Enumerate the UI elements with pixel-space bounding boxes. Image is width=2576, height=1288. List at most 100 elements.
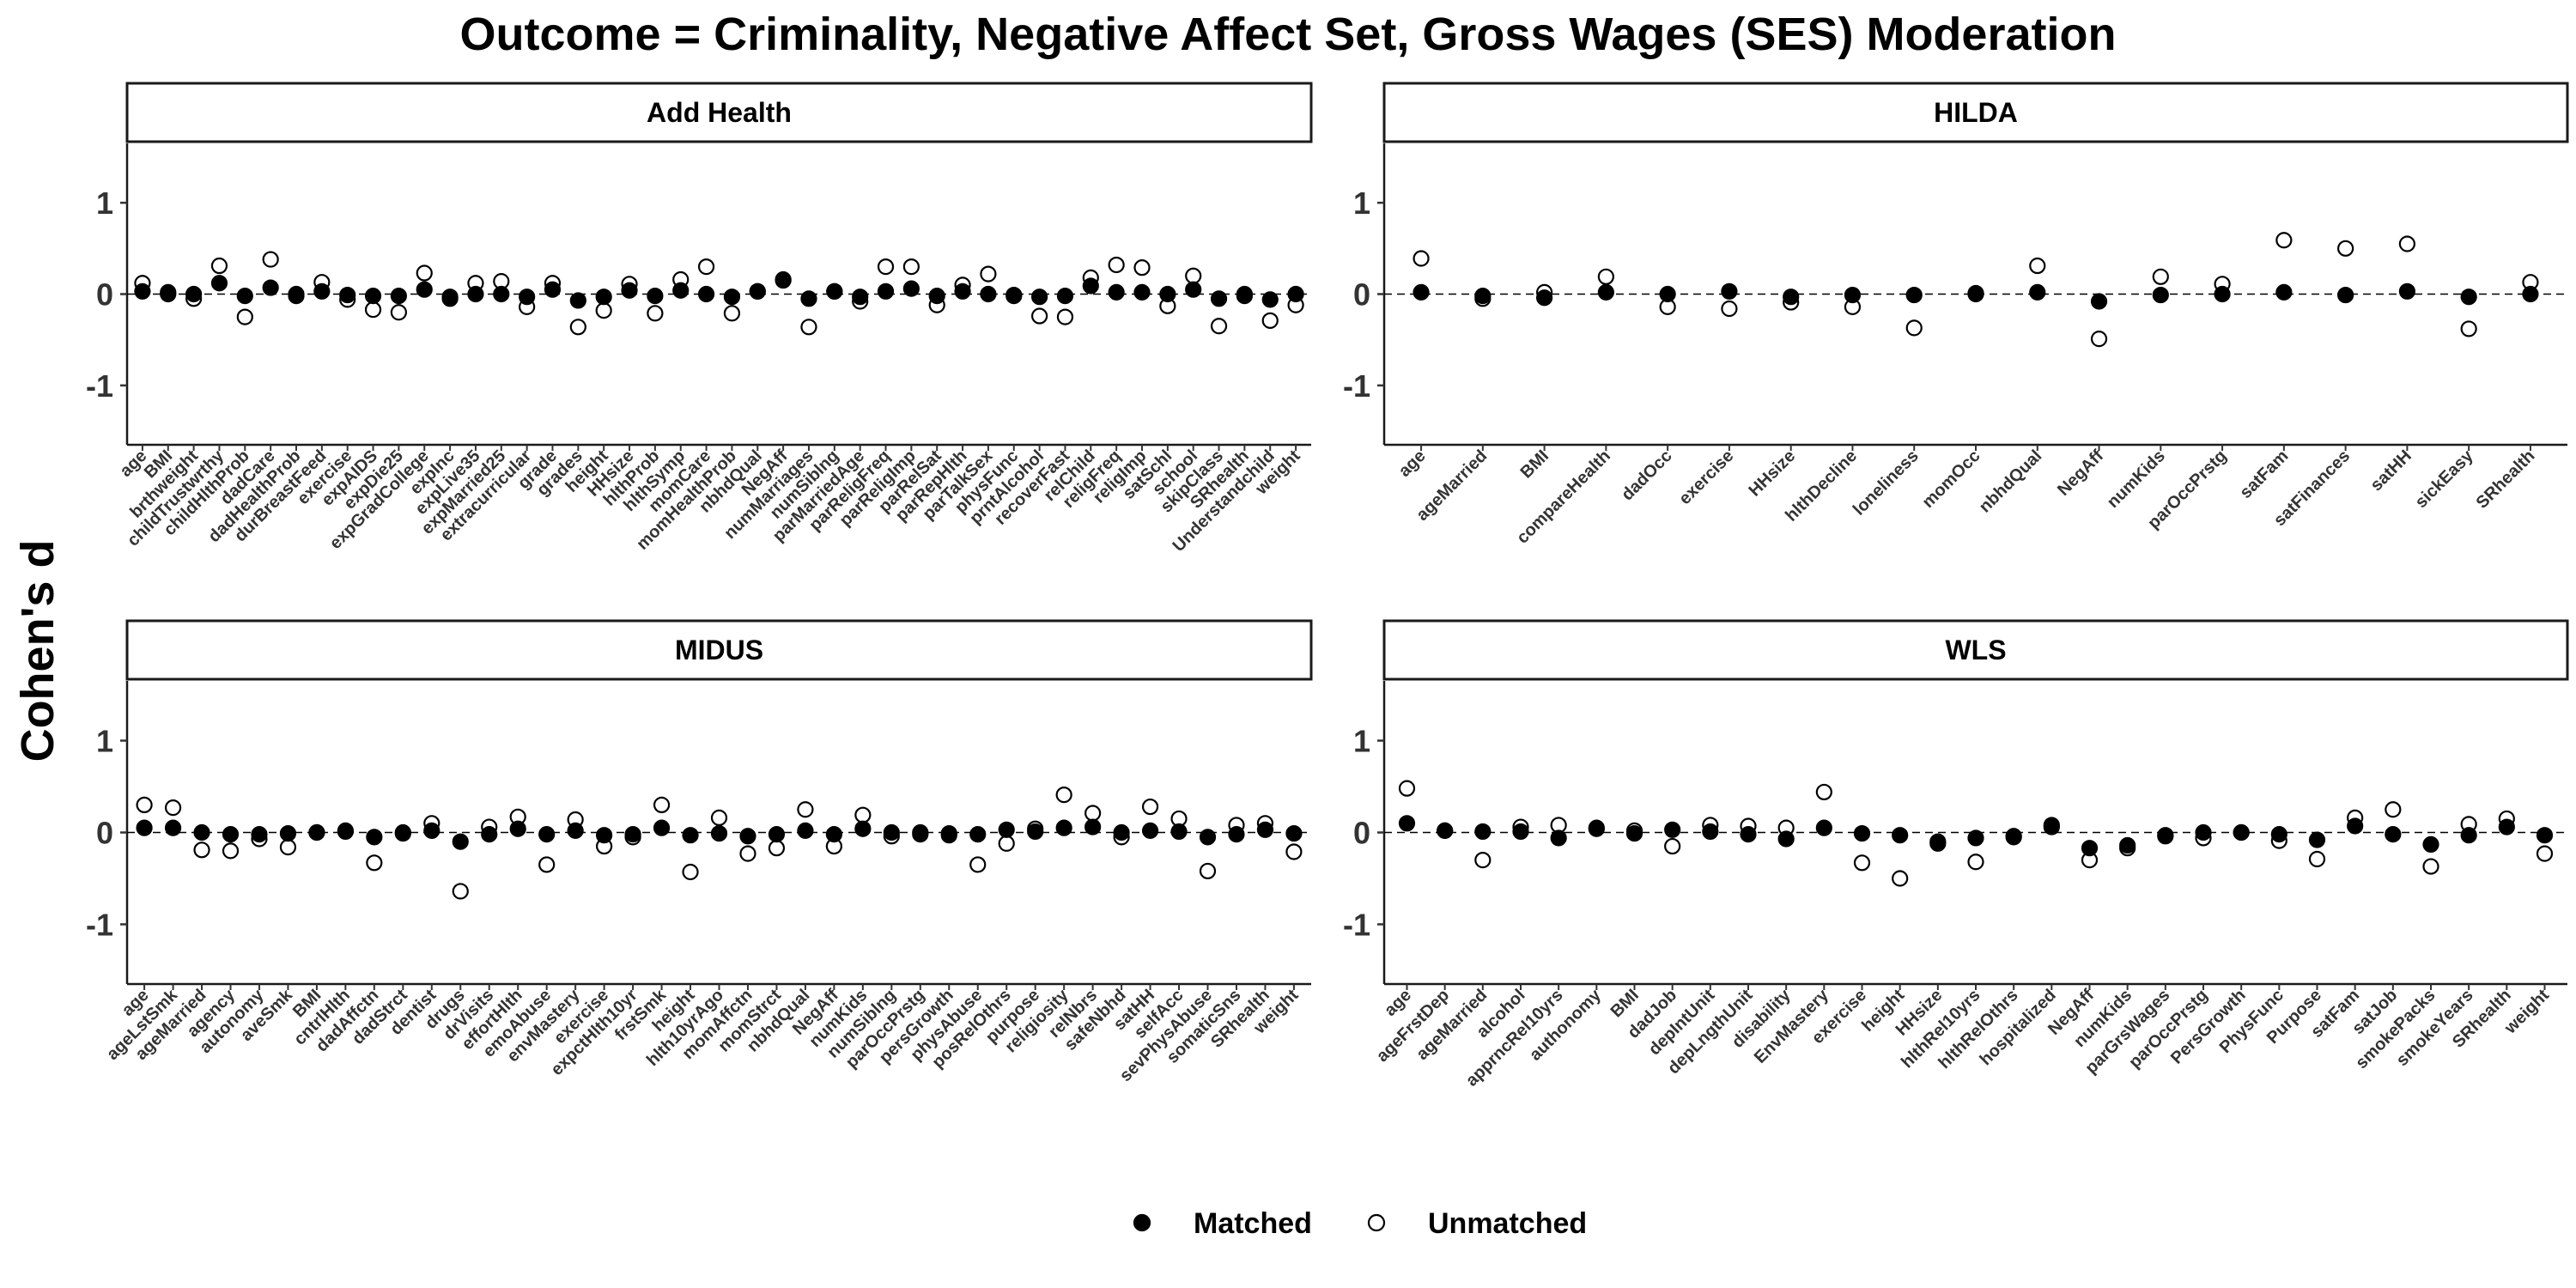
matched-point-religfreq <box>1108 283 1125 301</box>
x-tick-label: HHsize <box>1746 447 1800 501</box>
matched-point-extracurricular <box>519 289 536 306</box>
matched-point-grade <box>544 281 562 298</box>
matched-point-exercise <box>339 286 356 304</box>
unmatched-point-satfam <box>2275 232 2293 249</box>
unmatched-point-relnbrs <box>1084 805 1102 822</box>
y-tick-label: 1 <box>96 724 113 759</box>
matched-point-momaffctn <box>739 828 756 845</box>
panel-midus: MIDUS-101ageageLstSmkageMarriedagencyaut… <box>86 619 1313 1085</box>
unmatched-point-hlth10yrago <box>710 809 728 826</box>
unmatched-point-momstrct <box>768 840 786 857</box>
unmatched-point-religimp <box>1133 259 1151 276</box>
matched-point-hospitalized <box>2043 817 2060 834</box>
matched-point-hlth10yrago <box>710 824 728 842</box>
matched-point-partalksex <box>980 285 997 303</box>
matched-point-dadjob <box>1664 821 1681 838</box>
unmatched-point-expgradcollege <box>416 264 433 282</box>
matched-point-disability <box>1777 830 1795 848</box>
unmatched-point-childhlthprob <box>236 308 253 325</box>
matched-point-autonomy <box>251 826 268 843</box>
panel-strip <box>1382 82 2569 143</box>
matched-point-expcthlth10yr <box>624 826 641 843</box>
matched-point-hhsize <box>621 282 638 299</box>
unmatched-point-smokepacks <box>2422 858 2439 875</box>
matched-point-recoverfast <box>1056 288 1074 305</box>
panel-title: MIDUS <box>675 635 763 665</box>
matched-point-hhsize <box>1783 289 1800 306</box>
unmatched-point-sickeasy <box>2460 320 2477 337</box>
matched-point-physabuse <box>969 826 987 843</box>
unmatched-point-weight <box>2536 845 2554 862</box>
matched-point-school <box>1185 281 1202 298</box>
unmatched-point-sevphysabuse <box>1199 862 1217 880</box>
matched-point-alcohol <box>1512 823 1529 841</box>
matched-point-smokepacks <box>2422 835 2439 854</box>
unmatched-point-momaffctn <box>739 845 756 862</box>
matched-point-skipclass <box>1210 290 1228 307</box>
unmatched-point-negaff <box>2090 331 2108 348</box>
matched-point-dadaffctn <box>366 829 383 846</box>
matched-point-paroccprstg <box>2195 823 2212 841</box>
unmatched-point-age <box>1398 780 1416 797</box>
y-tick-label: 0 <box>96 277 113 313</box>
matched-point-dadhealthprob <box>288 288 305 305</box>
matched-point-srhealth <box>2522 285 2539 303</box>
panel-strip <box>125 619 1313 681</box>
matched-point-agemarried <box>193 823 210 841</box>
matched-point-depintunit <box>1702 823 1719 841</box>
matched-point-parreligfreq <box>877 283 895 300</box>
matched-point-loneliness <box>1905 286 1923 304</box>
matched-point-pargrswages <box>2157 827 2174 844</box>
matched-point-hhsize <box>1929 835 1947 852</box>
matched-point-negaff <box>775 271 792 289</box>
matched-point-weight <box>2536 827 2554 844</box>
matched-point-exercise <box>1721 283 1738 300</box>
matched-point-authonomy <box>1588 820 1605 837</box>
x-tick-label: BMI <box>1517 447 1552 482</box>
panel-title: Add Health <box>647 97 792 128</box>
x-tick-label: exercise <box>1675 447 1737 508</box>
matched-point-satfinances <box>2337 286 2354 304</box>
matched-point-momstrct <box>768 826 786 843</box>
matched-point-physfunc <box>2270 826 2287 843</box>
matched-point-relchild <box>1082 277 1099 295</box>
matched-point-parreligimp <box>902 280 920 297</box>
panel-title: WLS <box>1945 635 2006 665</box>
x-tick-label: NegAff <box>2054 447 2107 500</box>
matched-point-hlthrelothrs <box>2005 829 2022 846</box>
matched-point-numkids <box>854 820 872 837</box>
y-tick-label: 1 <box>1353 724 1370 759</box>
matched-point-exercise <box>1853 824 1871 842</box>
matched-point-expaids <box>364 288 382 305</box>
unmatched-point-partalksex <box>980 265 997 283</box>
matched-point-understandchild <box>1261 291 1279 308</box>
matched-point-persgrowth <box>940 824 957 842</box>
matched-point-safenbhd <box>1113 823 1130 841</box>
legend-label-matched: Matched <box>1194 1207 1312 1240</box>
y-tick-label: 0 <box>1353 816 1370 851</box>
unmatched-point-height <box>595 302 612 319</box>
matched-point-bmi <box>1536 289 1553 307</box>
matched-point-agemarried <box>1474 288 1492 305</box>
matched-point-purpose <box>1027 823 1044 841</box>
matched-point-dadstrct <box>394 824 411 842</box>
matched-point-drugs <box>452 833 469 850</box>
matched-point-sickeasy <box>2460 289 2477 306</box>
matched-point-height <box>682 827 699 844</box>
unmatched-point-expdie25 <box>390 304 407 321</box>
unmatched-point-exercise <box>1853 854 1871 872</box>
y-tick-label: 0 <box>96 816 113 851</box>
y-tick-label: 1 <box>96 185 113 221</box>
unmatched-point-hlthrel10yrs <box>1967 854 1984 871</box>
matched-point-age <box>134 283 151 300</box>
matched-point-dadocc <box>1659 285 1676 303</box>
matched-point-negaff <box>2081 840 2099 857</box>
matched-point-expgradcollege <box>416 281 433 298</box>
panel-strip <box>1382 619 2569 681</box>
matched-point-grades <box>569 292 586 309</box>
panel-add-health: Add Health-101ageBMIbrthweightchildTrust… <box>86 82 1313 556</box>
matched-point-sevphysabuse <box>1199 829 1217 846</box>
matched-point-sathh <box>1141 822 1159 839</box>
x-tick-label: momOcc <box>1918 447 1984 512</box>
unmatched-point-agency <box>222 842 240 860</box>
